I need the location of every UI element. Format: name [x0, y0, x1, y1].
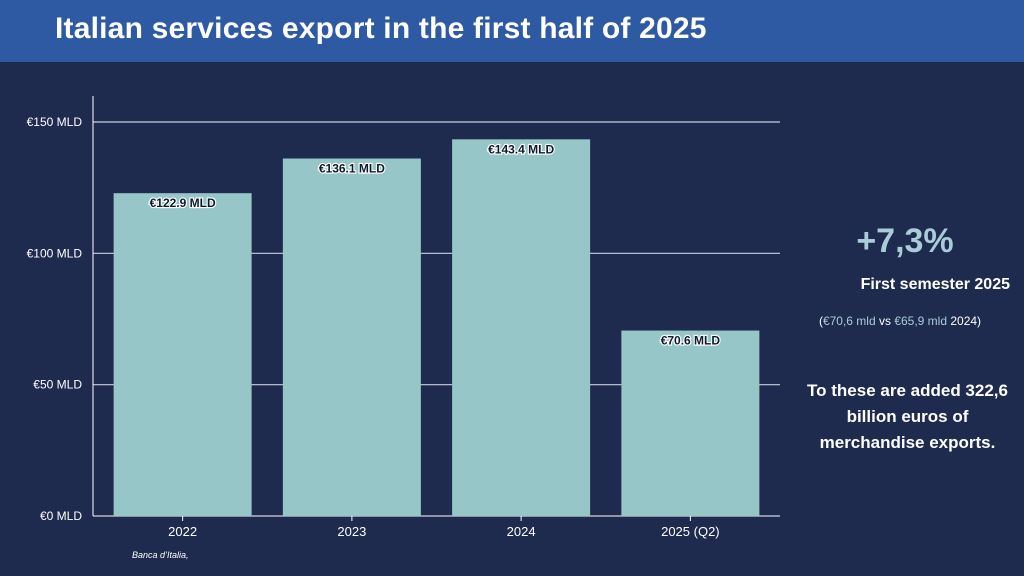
bar-chart: €0 MLD €50 MLD €100 MLD €150 MLD €122.9 MLD 2… — [27, 96, 780, 539]
data-label: €122.9 MLD — [150, 196, 216, 210]
bar — [621, 330, 760, 516]
source-label: Banca d’Italia, — [132, 550, 189, 560]
bar — [452, 139, 591, 516]
comparison-2024: €65,9 mld — [894, 314, 948, 328]
y-tick-label: €50 MLD — [33, 378, 82, 392]
title-banner — [0, 0, 1024, 62]
data-label: €70.6 MLD — [661, 334, 721, 348]
data-label: €136.1 MLD — [319, 162, 385, 176]
merchandise-note: To these are added 322,6 billion euros o… — [807, 381, 1008, 452]
period-label: First semester 2025 — [860, 276, 1010, 293]
x-tick-label: 2025 (Q2) — [661, 524, 720, 539]
y-tick-label: €150 MLD — [27, 115, 83, 129]
y-tick-label: €100 MLD — [27, 246, 83, 260]
data-label: €143.4 MLD — [488, 142, 554, 156]
comparison-vs: vs — [875, 314, 895, 328]
page-title: Italian services export in the first hal… — [55, 12, 707, 45]
x-tick-label: 2022 — [168, 524, 197, 539]
comparison-text: (€70,6 mld vs €65,9 mld 2024) — [790, 314, 1010, 328]
bar — [282, 158, 421, 516]
comparison-close: 2024) — [947, 314, 982, 328]
bar — [113, 193, 252, 516]
y-tick-label: €0 MLD — [40, 509, 82, 523]
growth-value: +7,3% — [856, 222, 954, 260]
comparison-2025: €70,6 mld — [822, 314, 876, 328]
comparison-open: ( — [818, 314, 823, 328]
x-tick-label: 2024 — [507, 524, 536, 539]
x-tick-label: 2023 — [337, 524, 366, 539]
